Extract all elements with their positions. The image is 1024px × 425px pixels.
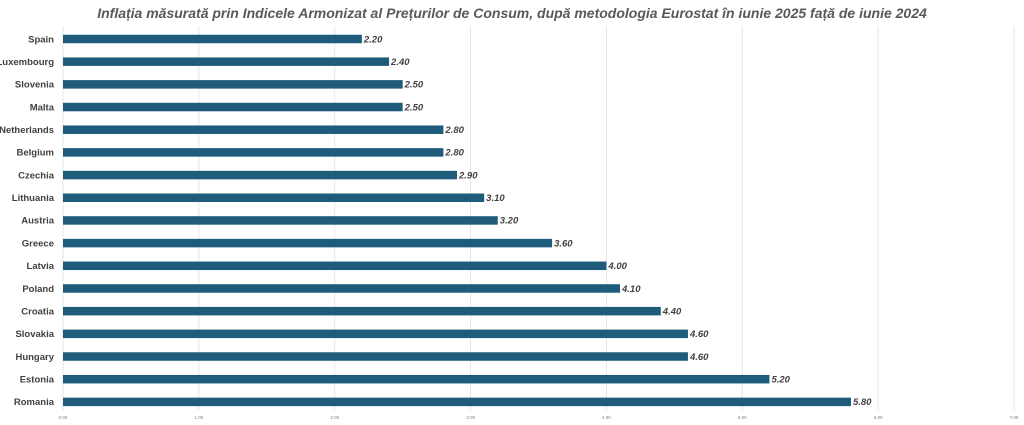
data-label: 2.80 (444, 125, 464, 136)
bar (63, 125, 444, 134)
x-tick-label: 0.00 (59, 415, 68, 420)
bar (63, 170, 457, 180)
category-label: Romania (14, 397, 55, 408)
bar (63, 261, 607, 271)
category-label: Slovakia (15, 329, 54, 340)
data-label: 2.50 (404, 102, 424, 113)
data-label: 3.60 (554, 238, 573, 249)
x-tick-label: 5.00 (738, 415, 747, 420)
bar (63, 329, 688, 339)
category-label: Greece (22, 238, 54, 249)
x-tick-label: 2.00 (330, 415, 339, 420)
data-label: 5.20 (771, 375, 790, 386)
category-label: Netherlands (0, 125, 54, 136)
data-label: 4.40 (662, 306, 682, 317)
data-label: 2.20 (363, 34, 383, 45)
category-label: Croatia (21, 306, 54, 317)
data-label: 2.50 (404, 80, 424, 91)
bar (63, 374, 770, 384)
data-label: 3.10 (486, 193, 505, 204)
category-label: Hungary (15, 352, 54, 363)
data-label: 4.60 (689, 329, 709, 340)
x-tick-label: 3.00 (466, 415, 475, 420)
data-label: 5.80 (853, 397, 872, 408)
data-label: 2.90 (458, 170, 478, 181)
bar (63, 102, 403, 112)
category-label: Malta (30, 102, 55, 113)
category-label: Lithuania (12, 193, 55, 204)
category-label: Poland (22, 284, 54, 295)
data-label: 4.10 (621, 284, 641, 295)
bar (63, 57, 390, 66)
bar (63, 80, 403, 89)
category-label: Czechia (18, 170, 55, 181)
bar (63, 193, 485, 203)
chart-title: Inflația măsurată prin Indicele Armoniza… (97, 5, 927, 21)
bar (63, 216, 498, 225)
bar (63, 148, 444, 157)
bar (63, 284, 621, 293)
bar (63, 34, 362, 44)
data-label: 4.00 (607, 261, 627, 272)
category-label: Slovenia (15, 80, 55, 91)
bar (63, 352, 688, 361)
data-label: 2.40 (390, 57, 410, 68)
data-label: 2.80 (444, 148, 464, 159)
data-label: 4.60 (689, 352, 709, 363)
bar (63, 306, 661, 316)
x-tick-label: 4.00 (602, 415, 611, 420)
x-tick-label: 1.00 (194, 415, 203, 420)
bar (63, 397, 851, 407)
x-tick-label: 7.00 (1010, 415, 1019, 420)
category-label: Austria (21, 216, 54, 227)
category-label: Luxembourg (0, 57, 54, 68)
bar (63, 238, 553, 248)
category-label: Estonia (20, 375, 55, 386)
category-label: Spain (28, 34, 54, 45)
category-label: Latvia (27, 261, 55, 272)
category-label: Belgium (17, 148, 54, 159)
data-label: 3.20 (500, 216, 519, 227)
x-tick-label: 6.00 (874, 415, 883, 420)
